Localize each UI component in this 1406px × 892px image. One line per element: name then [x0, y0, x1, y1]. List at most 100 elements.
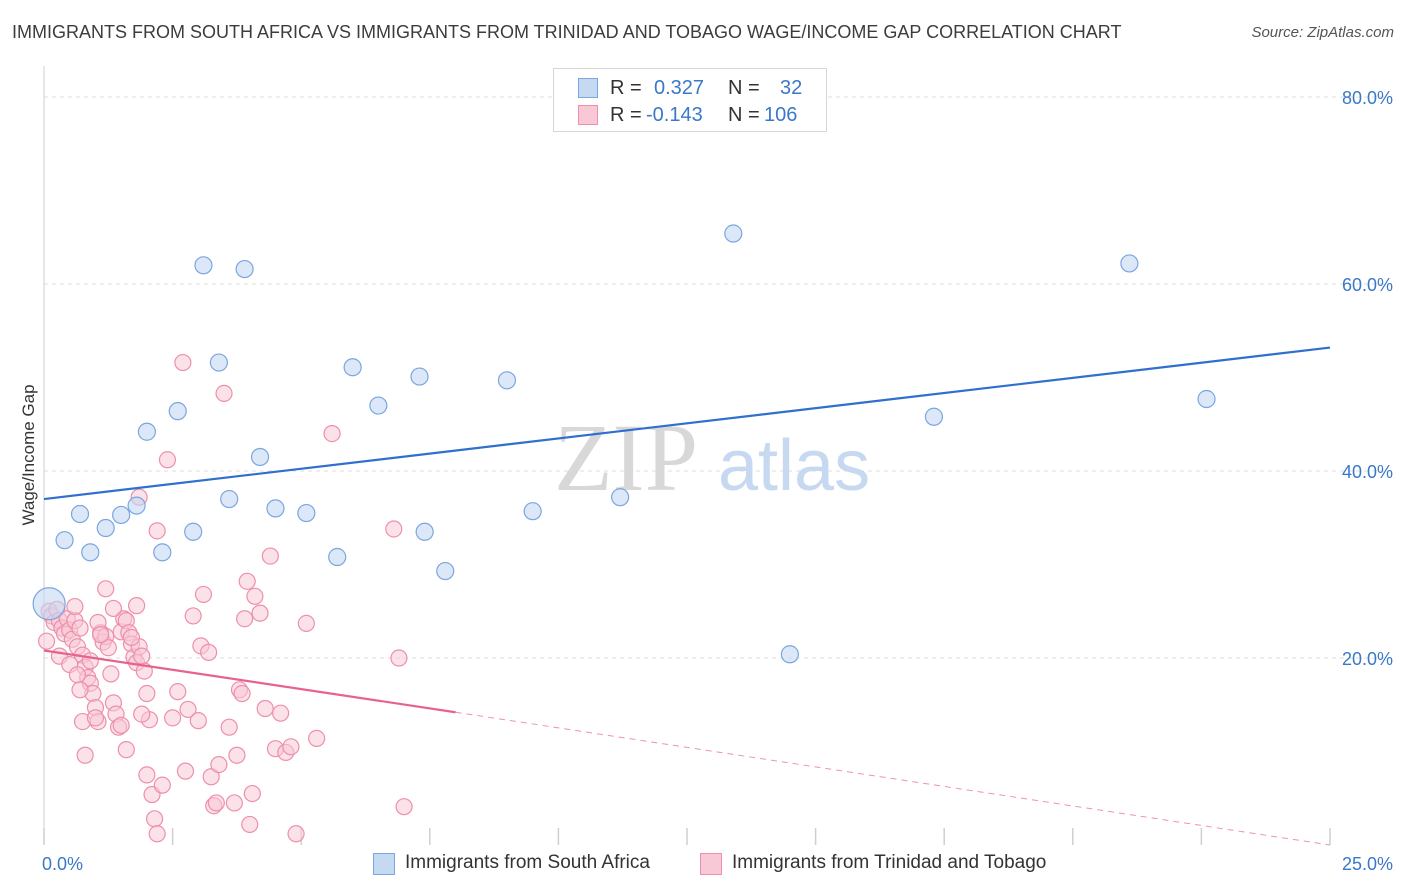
data-point-trinidad: [179, 700, 197, 719]
legend-r-value: -0.143: [646, 104, 703, 126]
data-point-south-africa: [410, 367, 429, 386]
data-point-trinidad: [127, 597, 146, 615]
data-point-south-africa: [220, 489, 239, 509]
data-point-south-africa: [81, 543, 100, 562]
legend-r-value: 0.327: [654, 77, 705, 99]
legend-n-value: 106: [764, 104, 798, 126]
data-point-trinidad: [246, 587, 264, 605]
data-point-trinidad: [138, 766, 156, 784]
data-point-trinidad: [287, 825, 305, 843]
data-point-trinidad: [243, 784, 261, 803]
legend-n-label: N =: [728, 104, 760, 126]
stats-legend: R = 0.327 N = 32 R = -0.143 N = 106: [553, 68, 827, 132]
data-point-trinidad: [308, 729, 326, 748]
data-point-trinidad: [148, 825, 166, 843]
data-point-trinidad: [251, 604, 269, 622]
watermark-atlas: atlas: [718, 426, 870, 506]
data-point-south-africa: [924, 407, 944, 426]
data-point-south-africa: [250, 447, 270, 467]
data-point-trinidad: [236, 610, 254, 628]
data-point-trinidad: [297, 614, 315, 633]
legend-n-value: 32: [780, 77, 803, 99]
data-point-south-africa: [415, 522, 434, 541]
data-point-trinidad: [102, 665, 120, 683]
source-credit: Source: ZipAtlas.com: [1251, 24, 1394, 41]
x-tick-label: 0.0%: [42, 854, 83, 874]
data-point-south-africa: [1197, 389, 1216, 409]
data-point-south-africa: [1120, 254, 1139, 273]
y-tick-label: 40.0%: [1342, 462, 1393, 482]
trend-line-trinidad-extension: [455, 711, 1331, 846]
data-point-south-africa: [70, 504, 90, 524]
data-point-south-africa: [724, 224, 743, 243]
data-point-south-africa: [328, 547, 347, 567]
data-point-trinidad: [228, 746, 246, 764]
data-point-trinidad: [117, 741, 135, 759]
data-point-trinidad: [99, 639, 117, 657]
data-point-trinidad: [176, 762, 195, 780]
gridlines: [44, 96, 1392, 659]
data-point-trinidad: [395, 798, 413, 816]
y-tick-label: 20.0%: [1342, 649, 1393, 669]
data-point-trinidad: [169, 683, 187, 701]
data-point-south-africa: [611, 488, 630, 507]
chart-title: IMMIGRANTS FROM SOUTH AFRICA VS IMMIGRAN…: [12, 22, 1122, 42]
data-point-trinidad: [122, 628, 141, 647]
data-point-trinidad: [97, 580, 115, 598]
data-point-trinidad: [272, 704, 290, 722]
data-point-south-africa: [127, 496, 146, 515]
x-tick-label: 25.0%: [1342, 854, 1393, 874]
data-point-trinidad: [210, 755, 228, 774]
data-point-trinidad: [202, 768, 220, 786]
data-point-trinidad: [200, 643, 218, 661]
data-point-south-africa: [266, 499, 285, 518]
trend-line-trinidad: [43, 649, 456, 714]
data-point-south-africa: [194, 256, 213, 275]
data-point-trinidad: [76, 746, 94, 764]
data-point-trinidad: [238, 572, 256, 590]
data-point-trinidad: [148, 522, 166, 540]
data-point-trinidad: [91, 626, 110, 644]
data-point-trinidad: [104, 599, 123, 618]
data-point-trinidad: [194, 585, 213, 604]
data-point-trinidad: [207, 794, 225, 812]
data-point-trinidad: [241, 815, 259, 834]
data-point-trinidad: [220, 718, 238, 736]
data-point-trinidad: [323, 425, 341, 443]
data-point-south-africa: [96, 518, 115, 538]
legend-n-label: N =: [728, 77, 760, 99]
data-point-south-africa: [168, 402, 187, 421]
data-point-trinidad: [282, 738, 300, 756]
data-point-trinidad: [164, 709, 182, 727]
data-point-south-africa: [112, 505, 131, 525]
data-point-trinidad: [189, 712, 207, 730]
data-point-south-africa: [235, 259, 254, 279]
data-point-trinidad: [138, 684, 156, 703]
y-tick-label: 60.0%: [1342, 275, 1393, 295]
data-point-trinidad: [145, 810, 164, 828]
data-point-south-africa: [209, 353, 228, 372]
y-axis-title: Wage/Income Gap: [19, 384, 38, 525]
data-point-south-africa: [436, 561, 455, 581]
tick-labels: 20.0% 40.0% 60.0% 80.0% 0.0% 25.0%: [42, 88, 1393, 874]
data-point-south-africa: [497, 371, 517, 390]
trend-lines: [43, 346, 1331, 846]
data-point-trinidad: [225, 794, 243, 812]
legend-r-label: R =: [610, 104, 642, 126]
data-point-trinidad: [233, 684, 251, 703]
bottom-legend-swatch-pink: [700, 853, 722, 875]
data-point-south-africa: [55, 531, 74, 550]
data-point-trinidad: [261, 547, 279, 565]
data-point-trinidad: [71, 619, 89, 637]
data-point-trinidad: [81, 652, 99, 670]
data-point-trinidad: [390, 649, 408, 667]
data-point-trinidad: [86, 709, 105, 727]
legend-swatch-pink: [578, 105, 598, 125]
data-point-south-africa: [369, 396, 388, 415]
data-point-trinidad: [71, 681, 89, 699]
data-point-south-africa: [297, 503, 316, 523]
trend-line-south-africa: [43, 346, 1331, 501]
data-point-south-africa: [343, 358, 362, 377]
data-point-trinidad: [158, 451, 177, 469]
axes: [43, 66, 1331, 845]
